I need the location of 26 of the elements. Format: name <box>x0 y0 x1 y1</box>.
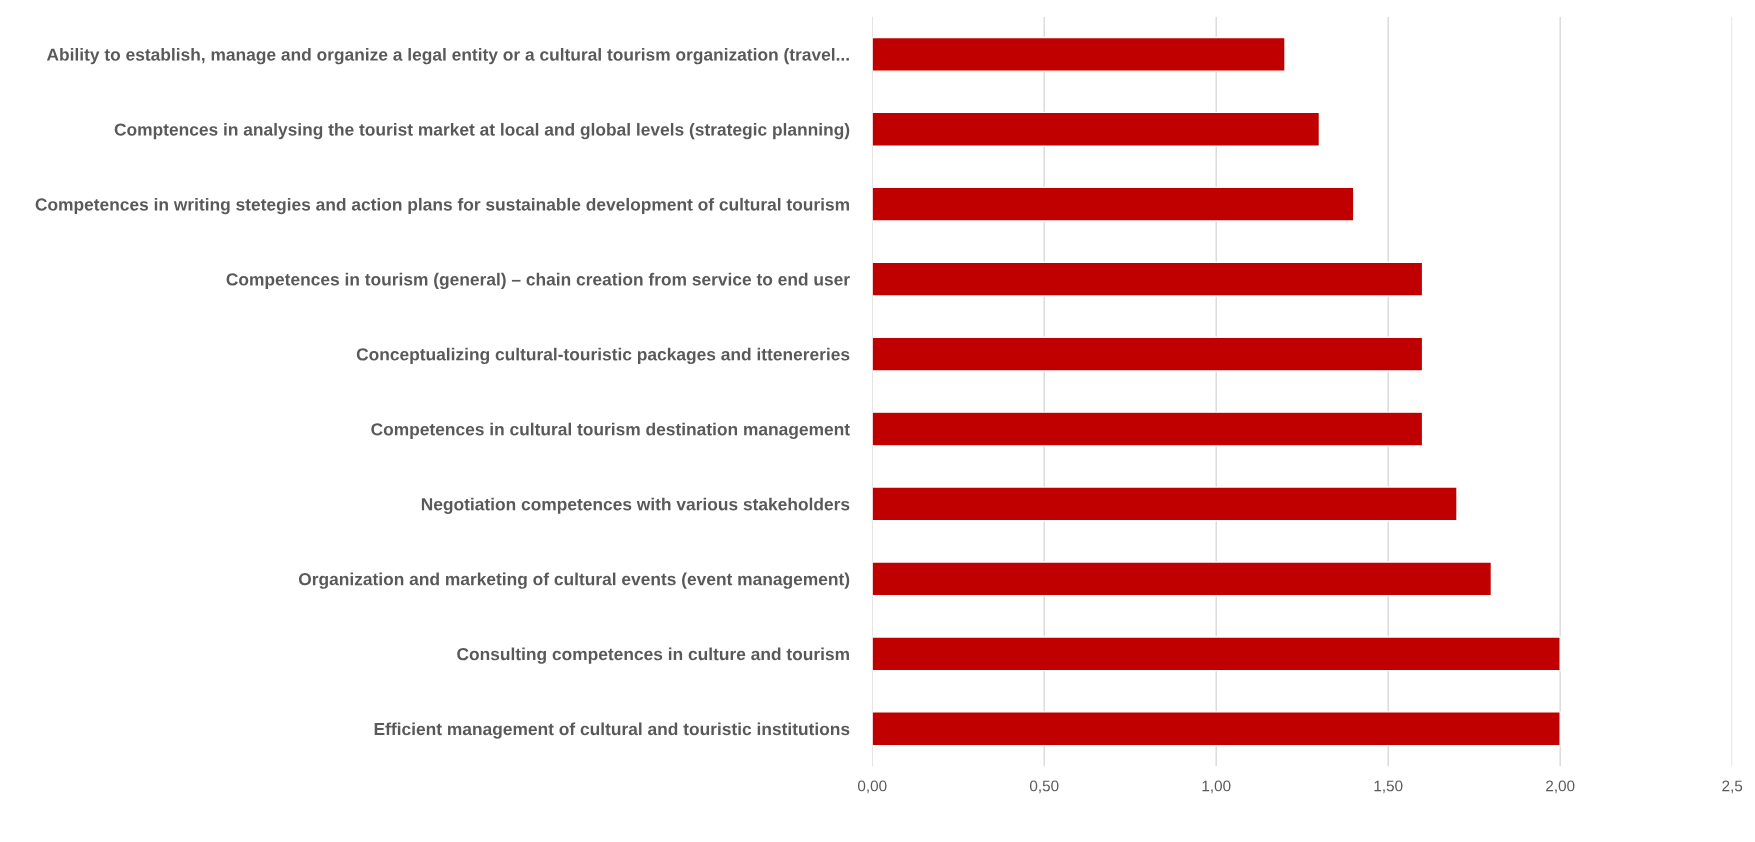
y-tick-label: Competences in tourism (general) – chain creation from service to end user <box>226 272 850 290</box>
bar <box>872 111 1321 147</box>
y-tick-label: Consulting competences in culture and tourism <box>457 647 849 664</box>
x-tick-label: 2,5 <box>1722 780 1743 794</box>
y-tick-label: Comptences in analysing the tourist market at local and global levels (strategic planning) <box>114 122 850 140</box>
x-tick-label: 1,50 <box>1374 780 1403 794</box>
bar <box>872 561 1493 597</box>
y-tick-label: Competences in cultural tourism destination management <box>371 422 850 439</box>
bar <box>872 486 1458 522</box>
x-tick-label: 0,00 <box>857 780 887 794</box>
y-tick-label: Efficient management of cultural and touristic institutions <box>374 722 850 739</box>
x-tick-label: 1,00 <box>1202 780 1231 794</box>
bar <box>872 336 1424 372</box>
x-tick-label: 0,50 <box>1029 780 1059 794</box>
bar <box>872 636 1561 672</box>
bar <box>872 411 1424 447</box>
y-tick-label: Ability to establish, manage and organize a legal entity or a cultural tourism organization (travel... <box>46 48 849 65</box>
bar <box>872 186 1355 222</box>
y-tick-label: Negotiation competences with various stakeholders <box>421 497 850 514</box>
x-tick-label: 2,00 <box>1546 780 1575 794</box>
bar <box>872 261 1424 297</box>
y-tick-label: Competences in writing stetegies and action plans for sustainable development of cultural tourism <box>35 197 849 215</box>
y-tick-label: Conceptualizing cultural-touristic packages and ittenereries <box>356 347 850 365</box>
bar <box>872 711 1561 747</box>
bar <box>872 36 1286 72</box>
y-tick-label: Organization and marketing of cultural events (event management) <box>298 572 850 589</box>
